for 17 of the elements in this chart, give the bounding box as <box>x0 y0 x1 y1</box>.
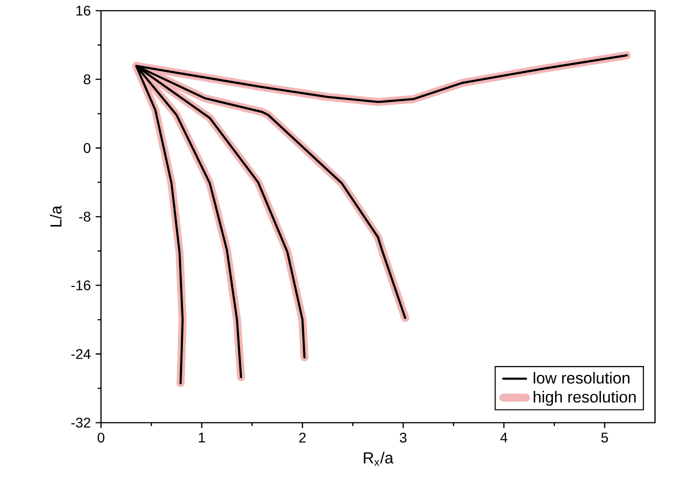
legend-label: high resolution <box>534 390 636 406</box>
x-tick-label: 3 <box>400 432 406 443</box>
y-tick-label: -16 <box>71 280 90 290</box>
x-tick-label: 1 <box>198 432 205 442</box>
y-tick-label: -24 <box>71 349 91 359</box>
y-tick-label: 0 <box>84 143 90 153</box>
legend-label: low resolution <box>534 372 630 384</box>
x-axis-title: R$_{x}$/a <box>364 452 394 466</box>
x-tick-label: 5 <box>601 432 608 442</box>
y-tick-label: 16 <box>76 6 90 16</box>
y-axis-title: L/a <box>50 206 62 226</box>
x-tick-label: 0 <box>98 432 104 443</box>
x-tick-label: 2 <box>299 432 306 442</box>
y-tick-label: -8 <box>79 212 90 222</box>
y-tick-label: 8 <box>84 74 90 84</box>
y-tick-label: -32 <box>71 418 90 428</box>
x-tick-label: 4 <box>500 432 508 442</box>
